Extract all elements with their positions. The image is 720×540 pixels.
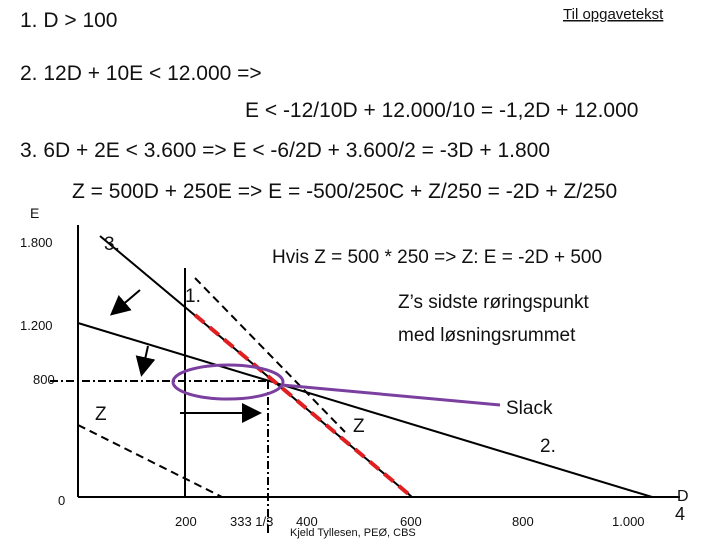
constraint: E < -12/10D + 12.000/10 = -1,2D + 12.000 bbox=[245, 99, 638, 122]
x-tick-label: 200 bbox=[175, 514, 197, 529]
y-tick-label: 1.800 bbox=[20, 235, 53, 250]
arrow bbox=[109, 289, 141, 316]
highlight bbox=[171, 363, 285, 401]
author: Kjeld Tyllesen, PEØ, CBS bbox=[290, 527, 416, 539]
z-label: Z bbox=[95, 404, 107, 425]
x-tick-label: 600 bbox=[400, 514, 422, 529]
constraint: 3. 6D + 2E < 3.600 => E < -6/2D + 3.600/… bbox=[20, 139, 550, 162]
note: Z’s sidste røringspunkt bbox=[398, 292, 589, 313]
x-tick-label: 400 bbox=[296, 514, 318, 529]
y-tick-label: 800 bbox=[33, 372, 55, 387]
line-label: 1. bbox=[185, 286, 201, 307]
y-tick-label: 0 bbox=[58, 493, 65, 508]
highlight-pointer bbox=[281, 383, 501, 407]
x-tick-label: 333 1/3 bbox=[230, 514, 273, 529]
x-tick-label: 800 bbox=[512, 514, 534, 529]
y-tick-label: 1.200 bbox=[20, 318, 53, 333]
line-label: 2. bbox=[540, 436, 556, 457]
z-line bbox=[77, 424, 223, 498]
note: med løsningsrummet bbox=[398, 325, 576, 346]
x-axis-label: D bbox=[677, 488, 689, 505]
title: 1. D > 100 bbox=[20, 9, 117, 32]
note: Hvis Z = 500 * 250 => Z: E = -2D + 500 bbox=[272, 247, 602, 268]
arrow bbox=[135, 345, 156, 377]
constraint-2-line bbox=[77, 322, 653, 498]
z-label: Z bbox=[353, 416, 365, 437]
page-number: 4 bbox=[675, 504, 685, 524]
link[interactable]: Til opgavetekst bbox=[563, 6, 664, 23]
x-tick-label: 1.000 bbox=[612, 514, 645, 529]
constraint: 2. 12D + 10E < 12.000 => bbox=[20, 62, 262, 85]
line-label: 3. bbox=[104, 234, 120, 255]
z-optimal-line bbox=[193, 313, 414, 499]
constraint: Z = 500D + 250E => E = -500/250C + Z/250… bbox=[72, 180, 617, 203]
z-line bbox=[194, 277, 346, 433]
slack-label: Slack bbox=[506, 398, 553, 419]
y-axis-label: E bbox=[30, 205, 39, 221]
